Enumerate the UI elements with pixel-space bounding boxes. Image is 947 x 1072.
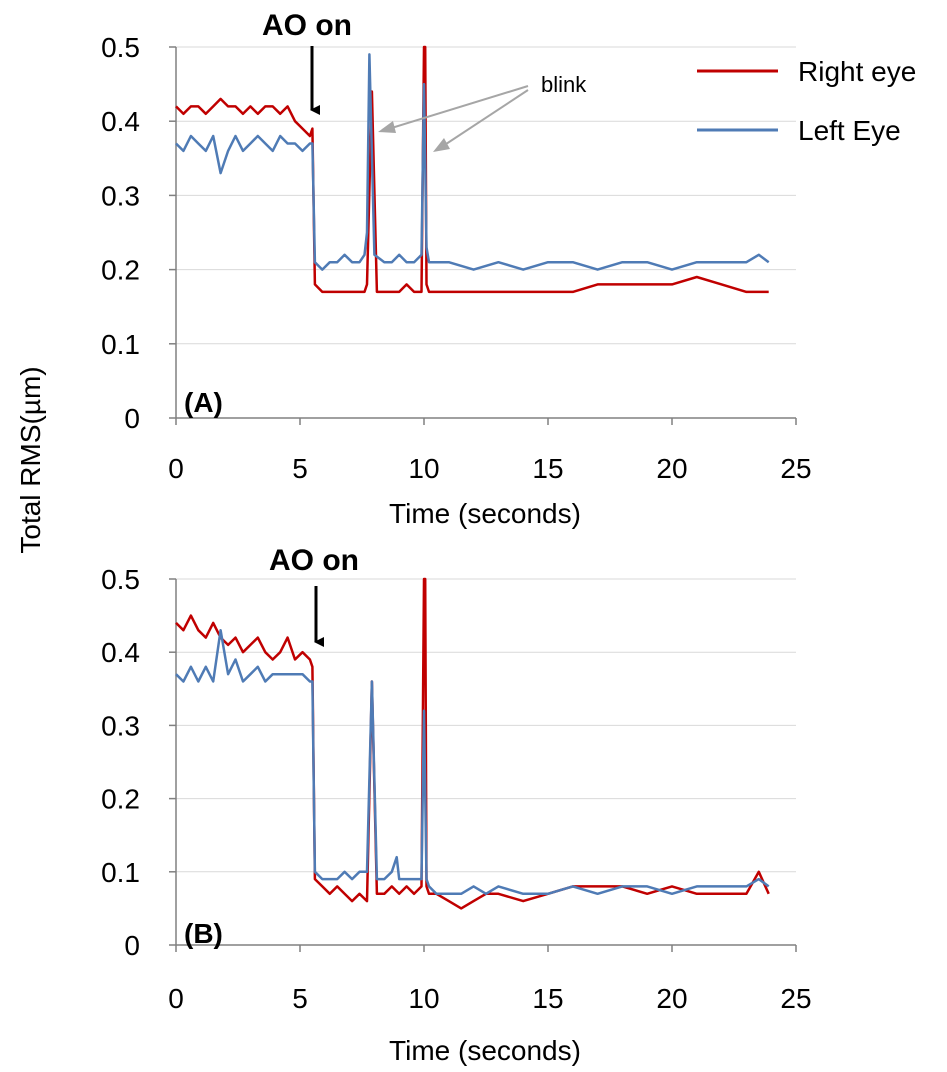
legend-right-eye-label: Right eye — [798, 56, 916, 87]
y-axis-title: Total RMS(µm) — [15, 366, 46, 553]
panel-b-y-tick-label: 0 — [124, 930, 140, 961]
blink-arrow-2-head — [433, 138, 450, 152]
panel-a-x-tick-label: 0 — [168, 453, 184, 484]
panel-a-x-ticks: 0 5 10 15 20 25 — [168, 418, 812, 484]
panel-b-y-tick-label: 0.5 — [101, 564, 140, 595]
panel-b-grid — [175, 578, 796, 946]
panel-b-label: (B) — [184, 918, 223, 949]
panel-a-y-tick-label: 0 — [124, 403, 140, 434]
panel-b-y-tick-label: 0.4 — [101, 637, 140, 668]
panel-b-x-tick-label: 5 — [292, 983, 308, 1014]
legend: Right eye Left Eye — [697, 56, 916, 146]
panel-b-x-ticks: 0 5 10 15 20 25 — [168, 945, 812, 1014]
panel-a-y-tick-label: 0.4 — [101, 106, 140, 137]
panel-b: 0 0.1 0.2 0.3 0.4 0.5 0 5 10 15 20 25 Time (second… — [101, 544, 812, 1066]
panel-b-y-ticks: 0 0.1 0.2 0.3 0.4 0.5 — [101, 564, 176, 961]
panel-b-series — [175, 577, 770, 910]
panel-b-y-tick-label: 0.1 — [101, 857, 140, 888]
panel-a-blink-label: blink — [541, 72, 587, 97]
panel-b-y-tick-label: 0.3 — [101, 710, 140, 741]
panel-b-x-tick-label: 0 — [168, 983, 184, 1014]
panel-b-y-tick-label: 0.2 — [101, 784, 140, 815]
panel-a-x-axis-title: Time (seconds) — [389, 498, 581, 529]
panel-a-x-tick-label: 15 — [532, 453, 563, 484]
panel-a-y-tick-label: 0.1 — [101, 329, 140, 360]
panel-a-series — [175, 45, 770, 294]
blink-arrow-1-head — [378, 121, 396, 133]
panel-b-x-tick-label: 25 — [780, 983, 811, 1014]
panel-a-y-ticks: 0 0.1 0.2 0.3 0.4 0.5 — [101, 32, 176, 434]
blink-arrow-2 — [439, 89, 529, 149]
panel-a-series-right-eye — [175, 45, 769, 294]
panel-b-x-tick-label: 15 — [532, 983, 563, 1014]
panel-a: 0 0.1 0.2 0.3 0.4 0.5 0 5 10 15 20 25 Time (second… — [101, 9, 812, 529]
panel-a-ao-on-label: AO on — [262, 9, 352, 42]
panel-b-ao-on-label: AO on — [269, 544, 359, 577]
panel-a-label: (A) — [184, 387, 223, 418]
panel-a-x-tick-label: 10 — [408, 453, 439, 484]
panel-a-series-left-eye — [175, 53, 770, 271]
panel-b-x-tick-label: 10 — [408, 983, 439, 1014]
panel-a-x-tick-label: 25 — [780, 453, 811, 484]
panel-b-series-left-eye — [175, 628, 770, 896]
panel-a-grid — [175, 46, 796, 419]
panel-b-series-right-eye — [175, 577, 770, 910]
panel-b-x-tick-label: 20 — [656, 983, 687, 1014]
panel-a-y-tick-label: 0.2 — [101, 255, 140, 286]
blink-arrow-1 — [384, 85, 529, 131]
panel-a-y-tick-label: 0.3 — [101, 180, 140, 211]
panel-a-x-tick-label: 20 — [656, 453, 687, 484]
panel-a-x-tick-label: 5 — [292, 453, 308, 484]
panel-a-y-tick-label: 0.5 — [101, 32, 140, 63]
panel-b-x-axis-title: Time (seconds) — [389, 1035, 581, 1066]
legend-left-eye-label: Left Eye — [798, 115, 901, 146]
